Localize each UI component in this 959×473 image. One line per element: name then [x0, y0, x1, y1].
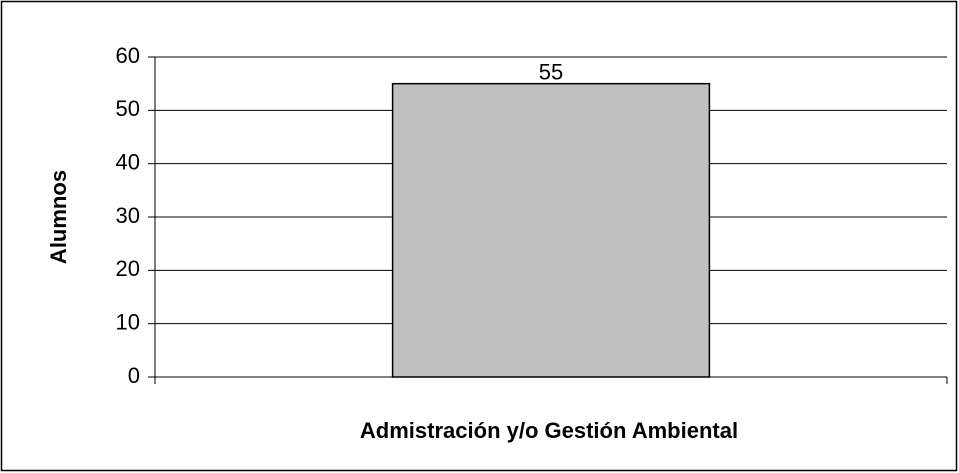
y-tick-label: 40 — [116, 149, 140, 174]
y-tick-label: 20 — [116, 256, 140, 281]
bar — [391, 82, 711, 378]
value-label: 55 — [539, 59, 563, 84]
y-axis-title: Alumnos — [46, 170, 71, 264]
y-tick-label: 50 — [116, 96, 140, 121]
y-tick-label: 0 — [128, 363, 140, 388]
y-tick-label: 60 — [116, 43, 140, 68]
y-tick-label: 30 — [116, 203, 140, 228]
x-axis-title: Admistración y/o Gestión Ambiental — [360, 418, 738, 443]
y-tick-label: 10 — [116, 309, 140, 334]
